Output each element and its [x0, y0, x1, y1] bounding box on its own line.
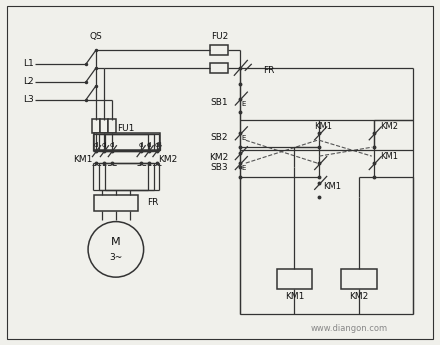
Text: 3~: 3~: [109, 253, 122, 262]
Text: FU2: FU2: [211, 32, 229, 41]
Text: L3: L3: [24, 95, 34, 104]
Text: d: d: [110, 142, 114, 148]
Text: d: d: [139, 142, 143, 148]
Bar: [210, 63, 228, 73]
Bar: [94, 133, 161, 150]
Bar: [92, 119, 100, 133]
Text: d: d: [147, 142, 151, 148]
Text: KM1: KM1: [73, 155, 93, 164]
Text: E: E: [242, 100, 246, 107]
Text: KM2: KM2: [209, 152, 228, 161]
Text: d: d: [94, 142, 98, 148]
Text: KM1: KM1: [314, 122, 332, 131]
Bar: [210, 45, 228, 55]
Bar: [277, 269, 312, 289]
Text: E: E: [242, 135, 246, 141]
Text: KM1: KM1: [323, 183, 341, 191]
Text: M: M: [111, 237, 121, 247]
Text: FR: FR: [147, 198, 158, 207]
Text: d: d: [154, 142, 159, 148]
Text: www.diangon.com: www.diangon.com: [310, 324, 388, 333]
Text: KM2: KM2: [349, 293, 368, 302]
Text: L2: L2: [24, 77, 34, 86]
Text: FU1: FU1: [117, 124, 135, 133]
Text: KM1: KM1: [380, 152, 398, 161]
Text: d: d: [102, 142, 106, 148]
Text: SB3: SB3: [210, 162, 228, 171]
Text: FR: FR: [263, 66, 274, 75]
Text: L1: L1: [24, 59, 34, 68]
Text: E: E: [242, 165, 246, 171]
Text: SB2: SB2: [210, 133, 228, 142]
Bar: [94, 142, 161, 150]
Text: KM2: KM2: [158, 155, 177, 164]
Text: KM1: KM1: [285, 293, 304, 302]
Text: QS: QS: [90, 32, 103, 41]
Text: SB1: SB1: [210, 98, 228, 107]
Bar: [94, 195, 138, 211]
Bar: [108, 119, 116, 133]
Text: KM2: KM2: [380, 122, 398, 131]
Bar: [100, 119, 108, 133]
Bar: [341, 269, 377, 289]
